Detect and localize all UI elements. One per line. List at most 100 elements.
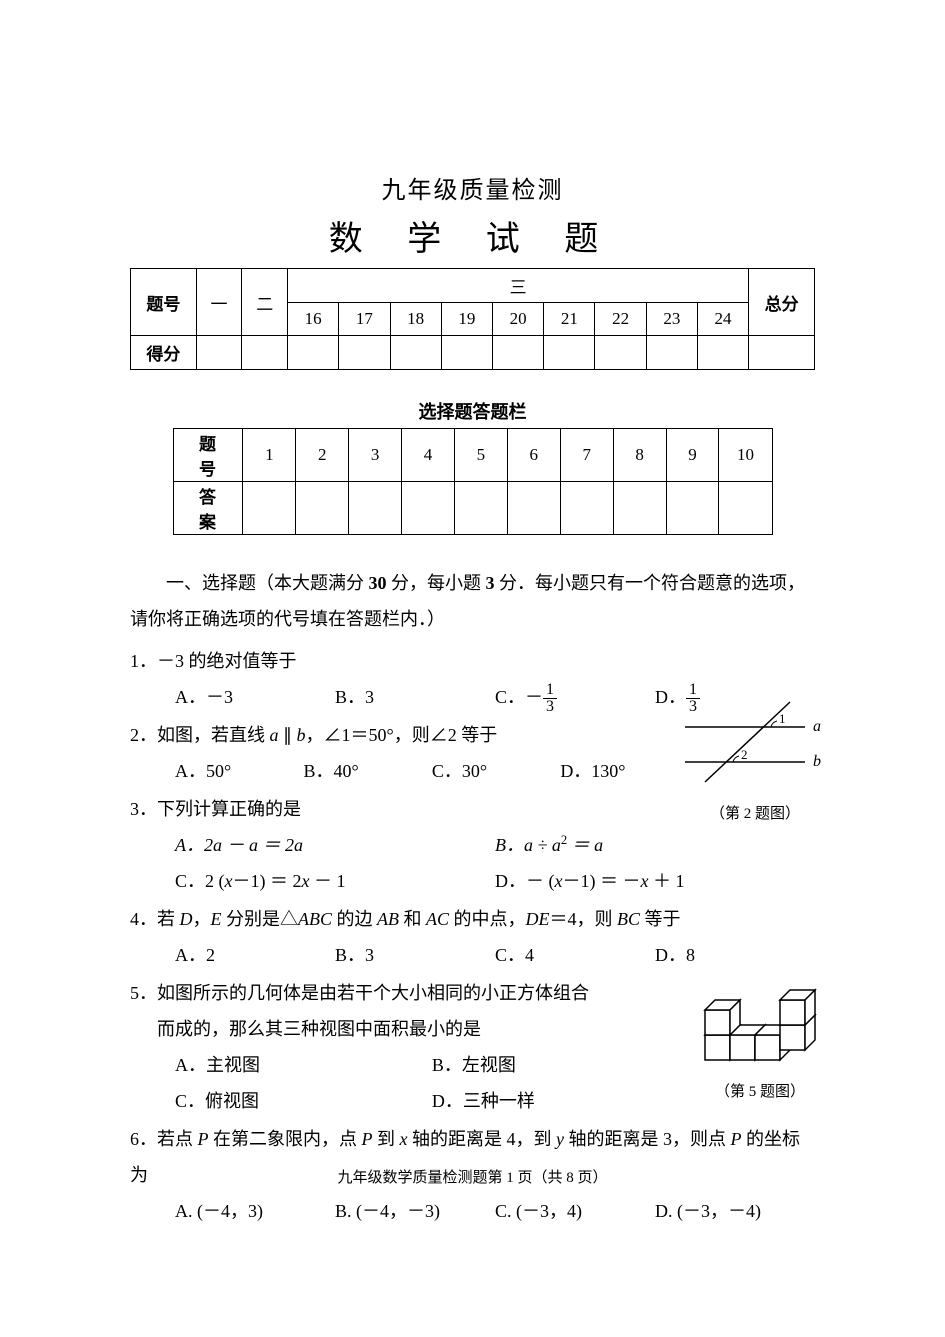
q2-mid: ，∠1＝ — [306, 725, 369, 745]
section1-pre: 一、选择题（本大题满分 — [166, 573, 369, 593]
score-sec3-num: 20 — [493, 303, 544, 336]
answer-cell — [243, 482, 296, 535]
score-cell — [646, 336, 697, 370]
score-sec3-num: 16 — [288, 303, 339, 336]
label-angle2: 2 — [741, 747, 748, 762]
q1-opt-a: A．－3 — [175, 679, 335, 715]
score-cell — [288, 336, 339, 370]
q5-opt-b: B．左视图 — [432, 1047, 689, 1083]
parallel-lines-icon: a b 1 2 — [675, 697, 835, 787]
question-4: 4．若 D，E 分别是△ABC 的边 AB 和 AC 的中点，DE＝4，则 BC… — [130, 901, 815, 973]
answer-cell — [349, 482, 402, 535]
q2-a: a — [270, 725, 279, 745]
q5-opt-d: D．三种一样 — [432, 1083, 689, 1119]
q4-opt-b: B．3 — [335, 937, 495, 973]
answer-cell — [666, 482, 719, 535]
table-row: 题 号 1 2 3 4 5 6 7 8 9 10 — [173, 429, 772, 482]
section1-header: 一、选择题（本大题满分 30 分，每小题 3 分．每小题只有一个符合题意的选项，… — [130, 565, 815, 637]
score-cell — [749, 336, 815, 370]
answer-cell — [507, 482, 560, 535]
q5-figure: （第 5 题图） — [685, 965, 835, 1107]
q5-caption: （第 5 题图） — [685, 1077, 835, 1107]
q3-options: A．2a － a ＝ 2a B．a ÷ a2 ＝ a C．2 (x－1) ＝ 2… — [130, 827, 815, 899]
q1-c-pre: C． — [495, 687, 525, 707]
section1-mid: 分，每小题 — [387, 573, 486, 593]
page-subtitle: 九年级质量检测 — [130, 170, 815, 205]
q6-opt-b: B. (－4，－3) — [335, 1193, 495, 1229]
score-cell — [697, 336, 748, 370]
score-col-two: 二 — [242, 269, 288, 336]
exam-page: 九年级质量检测 数 学 试 题 题号 一 二 三 总分 16 17 18 19 … — [0, 0, 945, 1337]
answer-num: 10 — [719, 429, 772, 482]
table-row: 答 案 — [173, 482, 772, 535]
q4-opt-c: C．4 — [495, 937, 655, 973]
score-cell — [441, 336, 492, 370]
q1-opt-c: C．－13 — [495, 679, 655, 715]
answer-num: 2 — [296, 429, 349, 482]
score-sec3-num: 18 — [390, 303, 441, 336]
frac-num: 1 — [543, 682, 557, 699]
question-5: 5．如图所示的几何体是由若干个大小相同的小正方体组合 而成的，那么其三种视图中面… — [130, 975, 815, 1119]
answer-cell — [613, 482, 666, 535]
q2-par: ∥ — [279, 725, 297, 745]
score-sec3-num: 17 — [339, 303, 390, 336]
answer-cell — [454, 482, 507, 535]
answer-label-qnum: 题 号 — [173, 429, 243, 482]
label-a: a — [813, 718, 821, 735]
section1-bold2: 3 — [486, 573, 495, 593]
score-cell — [390, 336, 441, 370]
page-footer: 九年级数学质量检测题第 1 页（共 8 页） — [0, 1166, 945, 1187]
score-col-one: 一 — [196, 269, 242, 336]
q3-opt-b: B．a ÷ a2 ＝ a — [495, 827, 815, 863]
score-label-score: 得分 — [131, 336, 197, 370]
label-angle1: 1 — [779, 711, 786, 726]
score-cell — [339, 336, 390, 370]
answer-cell — [402, 482, 455, 535]
answer-table-caption: 选择题答题栏 — [130, 398, 815, 424]
section1-bold1: 30 — [369, 573, 387, 593]
answer-cell — [560, 482, 613, 535]
score-sec3-num: 22 — [595, 303, 646, 336]
answer-num: 9 — [666, 429, 719, 482]
score-cell — [242, 336, 288, 370]
answer-num: 1 — [243, 429, 296, 482]
answer-cell — [296, 482, 349, 535]
table-row: 题号 一 二 三 总分 — [131, 269, 815, 303]
answer-num: 8 — [613, 429, 666, 482]
answer-num: 5 — [454, 429, 507, 482]
q5-opt-a: A．主视图 — [175, 1047, 432, 1083]
q2-opt-a: A．50° — [175, 753, 303, 789]
score-cell — [493, 336, 544, 370]
q2-angle: 50° — [369, 725, 394, 745]
answer-num: 4 — [402, 429, 455, 482]
fraction-icon: 13 — [543, 682, 557, 715]
answer-num: 7 — [560, 429, 613, 482]
cubes-icon — [685, 965, 835, 1065]
q1-stem: 1．－3 的绝对值等于 — [130, 643, 815, 679]
score-sec3-num: 23 — [646, 303, 697, 336]
score-sec3-num: 24 — [697, 303, 748, 336]
q4-stem: 4．若 D，E 分别是△ABC 的边 AB 和 AC 的中点，DE＝4，则 BC… — [130, 901, 815, 937]
score-sec3-num: 21 — [544, 303, 595, 336]
q3-opt-c: C．2 (x－1) ＝ 2x － 1 — [175, 863, 495, 899]
q2-figure: a b 1 2 （第 2 题图） — [675, 697, 835, 829]
q3-opt-a: A．2a － a ＝ 2a — [175, 827, 495, 863]
score-section3-header: 三 — [288, 269, 749, 303]
score-table: 题号 一 二 三 总分 16 17 18 19 20 21 22 23 24 得… — [130, 268, 815, 370]
answer-label-ans: 答 案 — [173, 482, 243, 535]
q2-opt-c: C．30° — [432, 753, 560, 789]
score-cell — [196, 336, 242, 370]
answer-num: 3 — [349, 429, 402, 482]
q2-opt-b: B．40° — [303, 753, 431, 789]
q2-post: ，则∠2 等于 — [394, 725, 498, 745]
answer-table: 题 号 1 2 3 4 5 6 7 8 9 10 答 案 — [173, 428, 773, 535]
score-total-label: 总分 — [749, 269, 815, 336]
q6-opt-c: C. (－3，4) — [495, 1193, 655, 1229]
q5-options: A．主视图 B．左视图 C．俯视图 D．三种一样 — [130, 1047, 689, 1119]
q1-opt-b: B．3 — [335, 679, 495, 715]
q2-pre: 2．如图，若直线 — [130, 725, 270, 745]
q5-opt-c: C．俯视图 — [175, 1083, 432, 1119]
q1-c-sign: － — [525, 687, 543, 707]
score-label-qnum: 题号 — [131, 269, 197, 336]
q6-opt-a: A. (－4，3) — [175, 1193, 335, 1229]
